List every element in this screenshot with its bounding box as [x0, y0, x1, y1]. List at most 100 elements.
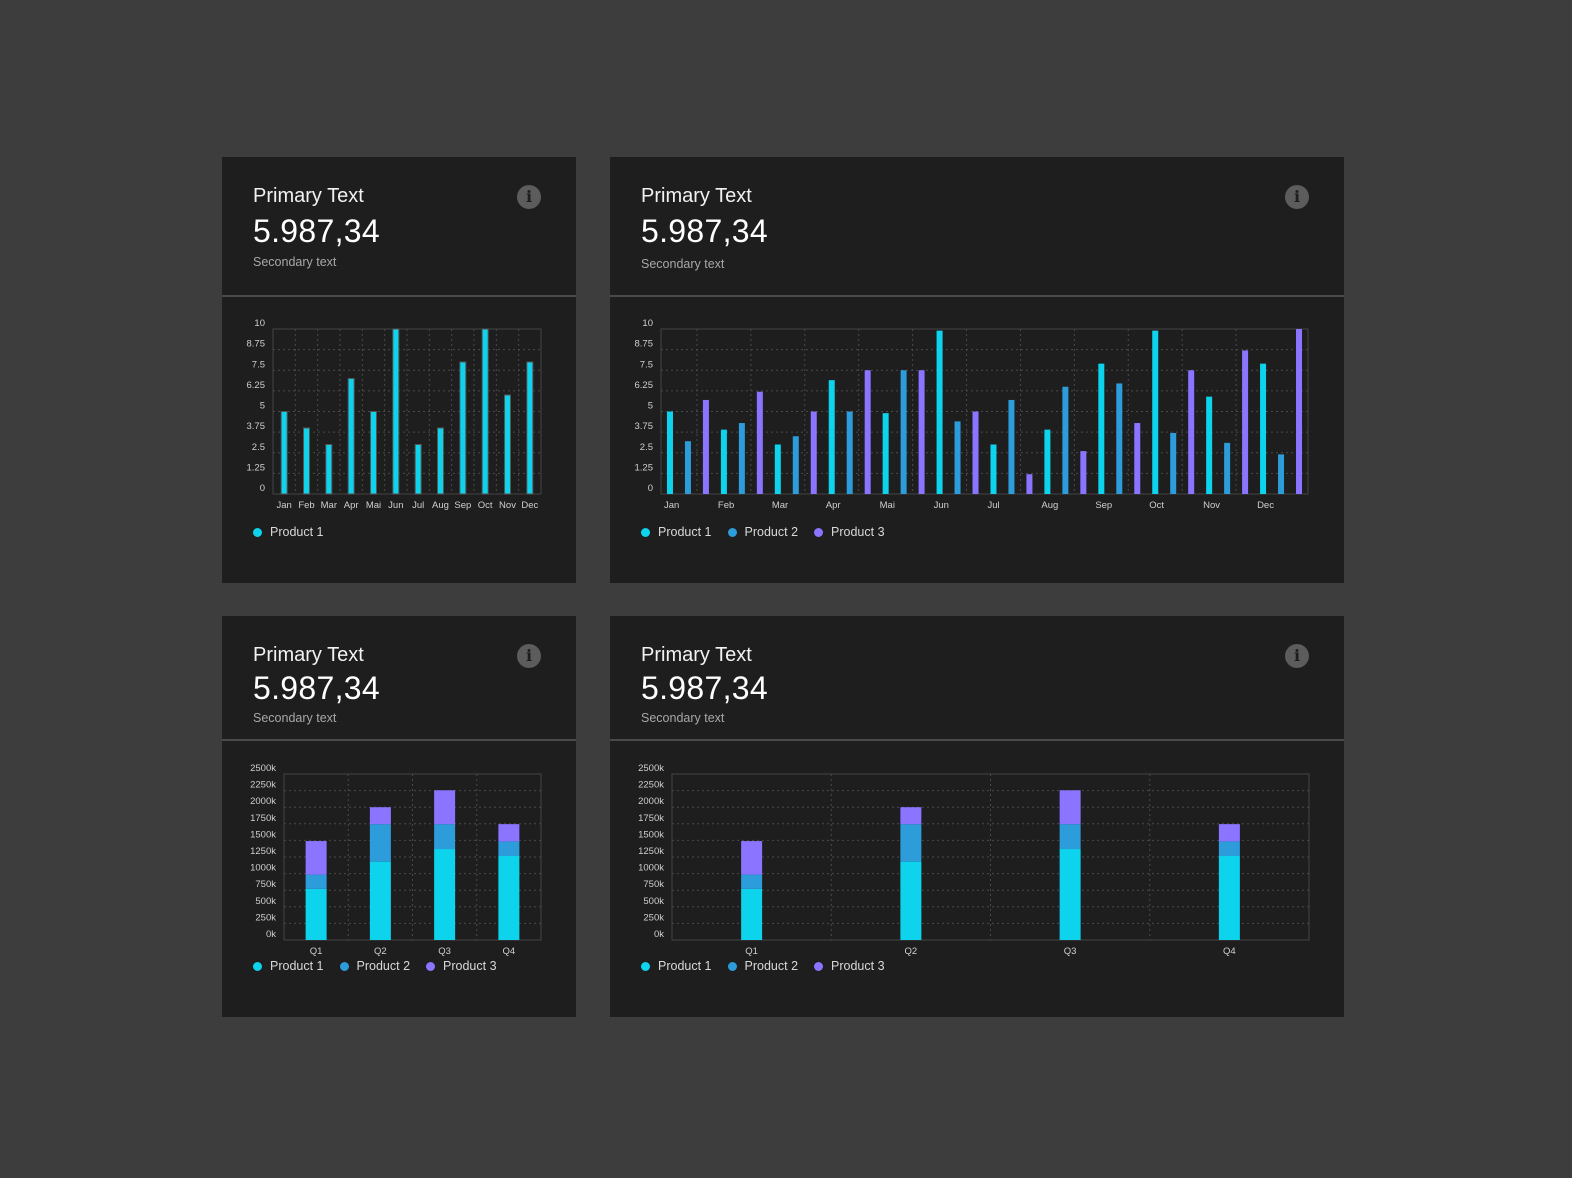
- bar-segment[interactable]: [1218, 856, 1240, 940]
- x-tick-label: Jan: [277, 500, 292, 511]
- bar-segment[interactable]: [434, 790, 456, 825]
- y-tick-label: 750k: [255, 879, 276, 890]
- y-tick-label: 8.75: [635, 339, 654, 350]
- bar[interactable]: [1008, 399, 1015, 494]
- bar-segment[interactable]: [1059, 790, 1081, 825]
- y-tick-label: 7.5: [252, 359, 265, 370]
- info-icon[interactable]: i: [517, 644, 541, 668]
- legend-item[interactable]: Product 2: [339, 959, 410, 973]
- bar[interactable]: [526, 361, 534, 495]
- bar[interactable]: [1116, 383, 1123, 494]
- bar-segment[interactable]: [369, 824, 391, 862]
- legend-label: Product 2: [744, 525, 799, 539]
- bar[interactable]: [900, 370, 907, 494]
- bar[interactable]: [1242, 350, 1249, 494]
- bar[interactable]: [325, 444, 333, 495]
- bar[interactable]: [280, 411, 288, 495]
- bar[interactable]: [990, 444, 997, 495]
- bar[interactable]: [1260, 363, 1267, 494]
- bar-segment[interactable]: [305, 841, 327, 875]
- bar[interactable]: [918, 370, 925, 494]
- bar[interactable]: [1044, 429, 1051, 494]
- legend-item[interactable]: Product 1: [253, 959, 324, 973]
- bar[interactable]: [954, 421, 961, 494]
- bar[interactable]: [774, 444, 781, 495]
- bar[interactable]: [828, 380, 835, 494]
- card-header: Primary Text 5.987,34 Secondary text i: [610, 616, 1344, 741]
- legend-item[interactable]: Product 3: [814, 525, 885, 539]
- bar[interactable]: [504, 394, 511, 495]
- bar-segment[interactable]: [900, 861, 922, 940]
- bar-segment[interactable]: [434, 824, 456, 850]
- bar-segment[interactable]: [1218, 841, 1240, 857]
- bar[interactable]: [1170, 432, 1177, 494]
- y-tick-label: 1750k: [638, 813, 664, 824]
- bar-segment[interactable]: [900, 807, 922, 825]
- legend-dot-icon: [426, 961, 436, 971]
- bar-segment[interactable]: [305, 874, 327, 889]
- y-tick-label: 500k: [255, 896, 276, 907]
- bar[interactable]: [414, 444, 422, 495]
- bar-segment[interactable]: [1059, 824, 1081, 850]
- bar-segment[interactable]: [741, 841, 763, 875]
- bar-segment[interactable]: [305, 888, 327, 940]
- chart-svg: 0 1.25 2.5 3.75 5 6.25 7.5 8.75 10 Jan Feb Mar Apr Ma…: [635, 318, 1309, 511]
- bar[interactable]: [370, 411, 377, 495]
- bar-segment[interactable]: [741, 888, 763, 940]
- bar-segment[interactable]: [369, 807, 391, 825]
- bar-segment[interactable]: [498, 824, 520, 842]
- bar[interactable]: [792, 436, 799, 494]
- legend-item[interactable]: Product 1: [253, 525, 324, 539]
- legend-item[interactable]: Product 3: [426, 959, 497, 973]
- info-icon[interactable]: i: [1285, 185, 1309, 209]
- legend-item[interactable]: Product 1: [641, 959, 712, 973]
- bar[interactable]: [846, 411, 853, 495]
- bar[interactable]: [882, 413, 889, 494]
- y-tick-label: 1750k: [250, 813, 276, 824]
- bar-segment[interactable]: [369, 861, 391, 940]
- bar[interactable]: [459, 361, 467, 495]
- bar[interactable]: [1098, 363, 1105, 494]
- info-icon[interactable]: i: [1285, 644, 1309, 668]
- x-tick-label: Jun: [934, 500, 949, 511]
- bar[interactable]: [720, 429, 727, 494]
- bar[interactable]: [1278, 454, 1285, 494]
- bar-segment[interactable]: [434, 849, 456, 940]
- bar[interactable]: [702, 399, 709, 494]
- bar-segment[interactable]: [498, 841, 520, 857]
- bar[interactable]: [347, 378, 355, 495]
- bar[interactable]: [481, 328, 489, 495]
- x-tick-label: Jan: [664, 500, 679, 511]
- bar[interactable]: [684, 441, 691, 494]
- bar[interactable]: [738, 423, 745, 494]
- bar-segment[interactable]: [498, 856, 520, 940]
- bar[interactable]: [1026, 474, 1033, 494]
- bar[interactable]: [1296, 329, 1303, 494]
- bar[interactable]: [1224, 442, 1231, 494]
- bar[interactable]: [1134, 423, 1141, 494]
- bar[interactable]: [1152, 330, 1159, 494]
- info-icon[interactable]: i: [517, 185, 541, 209]
- bar[interactable]: [972, 411, 979, 495]
- card-secondary-text: Secondary text: [641, 711, 725, 725]
- legend-item[interactable]: Product 2: [727, 959, 798, 973]
- legend-item[interactable]: Product 3: [814, 959, 885, 973]
- bar[interactable]: [303, 427, 310, 495]
- bar[interactable]: [392, 328, 400, 495]
- bar[interactable]: [936, 330, 943, 494]
- bar[interactable]: [864, 370, 871, 494]
- bar[interactable]: [437, 427, 444, 495]
- bar[interactable]: [1062, 386, 1069, 494]
- bar[interactable]: [666, 411, 673, 495]
- bar[interactable]: [1080, 451, 1087, 494]
- legend-item[interactable]: Product 2: [727, 525, 799, 539]
- bar-segment[interactable]: [1059, 849, 1081, 940]
- bar[interactable]: [1206, 396, 1213, 494]
- bar[interactable]: [756, 391, 763, 494]
- bar-segment[interactable]: [900, 824, 922, 862]
- legend-item[interactable]: Product 1: [641, 525, 712, 539]
- bar[interactable]: [810, 411, 817, 495]
- bar-segment[interactable]: [1218, 824, 1240, 842]
- bar-segment[interactable]: [741, 874, 763, 889]
- bar[interactable]: [1188, 370, 1195, 494]
